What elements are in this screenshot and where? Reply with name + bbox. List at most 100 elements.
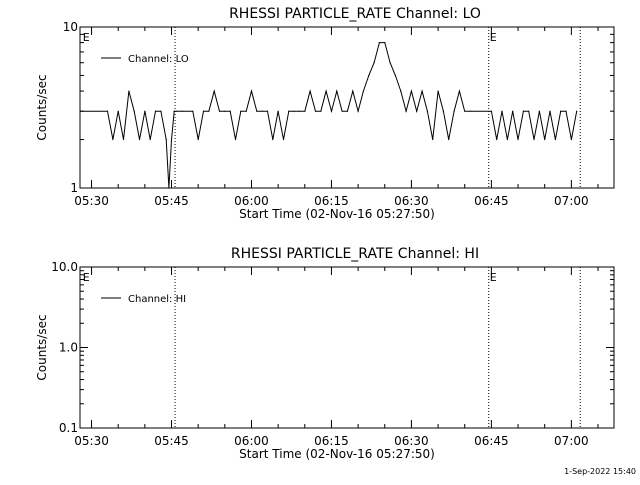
lo-y-tick-label: 10 [63,20,78,34]
lo-data-point [272,138,274,141]
lo-data-point [325,90,327,92]
hi-chart-title: RHESSI PARTICLE_RATE Channel: HI [231,246,479,262]
lo-data-point [213,90,215,92]
lo-data-point [560,110,562,112]
lo-data-point [181,110,183,112]
lo-data-point [373,62,375,64]
hi-x-axis-label: Start Time (02-Nov-16 05:27:50) [239,447,435,461]
hi-x-tick-label: 06:00 [234,434,269,448]
lo-data-point [469,110,471,112]
lo-y-axis-label: Counts/sec [35,74,49,140]
hi-x-tick-label: 07:00 [554,434,589,448]
lo-x-tick-label: 07:00 [554,194,589,208]
lo-x-tick-label: 06:00 [234,194,269,208]
lo-data-point [496,138,498,141]
lo-data-point [304,110,306,112]
hi-x-tick-label: 05:45 [154,434,189,448]
lo-data-point [352,90,354,92]
lo-data-point [426,110,429,112]
lo-data-point [448,138,450,141]
lo-data-point [378,42,381,44]
lo-data-point [506,138,508,141]
lo-data-point [442,110,445,112]
hi-event-label: E [83,271,90,284]
lo-data-point [168,187,170,189]
hi-legend-label: Channel: HI [128,294,186,305]
lo-data-point [240,110,242,112]
lo-data-point [357,110,359,112]
lo-data-point [229,110,231,112]
lo-data-point [250,90,253,92]
lo-data-point [256,110,258,112]
lo-y-tick-label: 1 [70,181,78,195]
lo-data-point [336,90,338,92]
hi-x-tick-label: 06:30 [394,434,429,448]
lo-data-point [394,74,397,77]
lo-data-point [320,110,322,112]
lo-data-point [282,138,285,141]
lo-data-point [458,90,460,92]
lo-data-point [544,138,546,141]
lo-data-point [384,42,386,44]
lo-data-point [565,110,567,112]
lo-data-point [528,110,530,112]
lo-data-point [368,74,370,77]
lo-data-point [517,138,519,141]
lo-data-point [192,110,194,112]
lo-chart-title: RHESSI PARTICLE_RATE Channel: LO [229,6,481,22]
lo-data-point [362,90,365,92]
hi-event-label: E [490,271,497,284]
lo-data-point [170,138,173,141]
lo-data-point [432,138,434,141]
lo-x-tick-label: 05:45 [154,194,189,208]
lo-data-point [464,110,466,112]
lo-data-point [144,110,146,112]
lo-data-point [522,110,524,112]
lo-data-point [346,110,349,112]
lo-data-point [314,110,317,112]
lo-data-point [405,110,407,112]
lo-data-point [80,110,82,112]
lo-data-point [266,110,269,112]
lo-data-point [538,110,540,112]
lo-data-point [421,90,423,92]
lo-data-point [224,110,226,112]
hi-y-tick-label: 0.1 [59,421,78,435]
lo-data-point [341,110,343,112]
hi-x-tick-label: 05:30 [74,434,109,448]
lo-data-point [202,110,205,112]
lo-data-point [128,90,130,92]
lo-data-point [416,110,418,112]
lo-data-point [208,110,210,112]
lo-plot-frame [79,26,615,189]
lo-data-point [554,138,556,141]
lo-data-point [288,110,290,112]
lo-data-point [112,138,114,141]
lo-data-point [576,110,578,112]
lo-data-point [570,138,572,141]
lo-data-point [218,110,221,112]
lo-data-point [389,62,391,64]
lo-data-point [133,110,135,112]
lo-data-point [400,90,402,92]
hi-y-tick-label: 10.0 [51,260,78,274]
lo-x-tick-label: 06:15 [314,194,349,208]
lo-data-point [330,110,333,112]
lo-data-point [117,110,119,112]
lo-data-point [165,138,167,141]
lo-data-point [173,110,175,112]
hi-x-tick-label: 06:15 [314,434,349,448]
lo-data-point [512,110,514,112]
lo-data-point [160,110,162,112]
lo-data-point [138,138,141,141]
hi-plot-frame [79,266,615,429]
lo-data-point [234,138,237,141]
lo-legend-label: Channel: LO [128,54,189,65]
lo-data-point [490,110,492,112]
lo-data-point [293,110,295,112]
lo-event-label: E [490,31,497,44]
lo-data-point [122,138,125,141]
lo-data-point [533,138,535,141]
lo-event-label: E [83,31,90,44]
